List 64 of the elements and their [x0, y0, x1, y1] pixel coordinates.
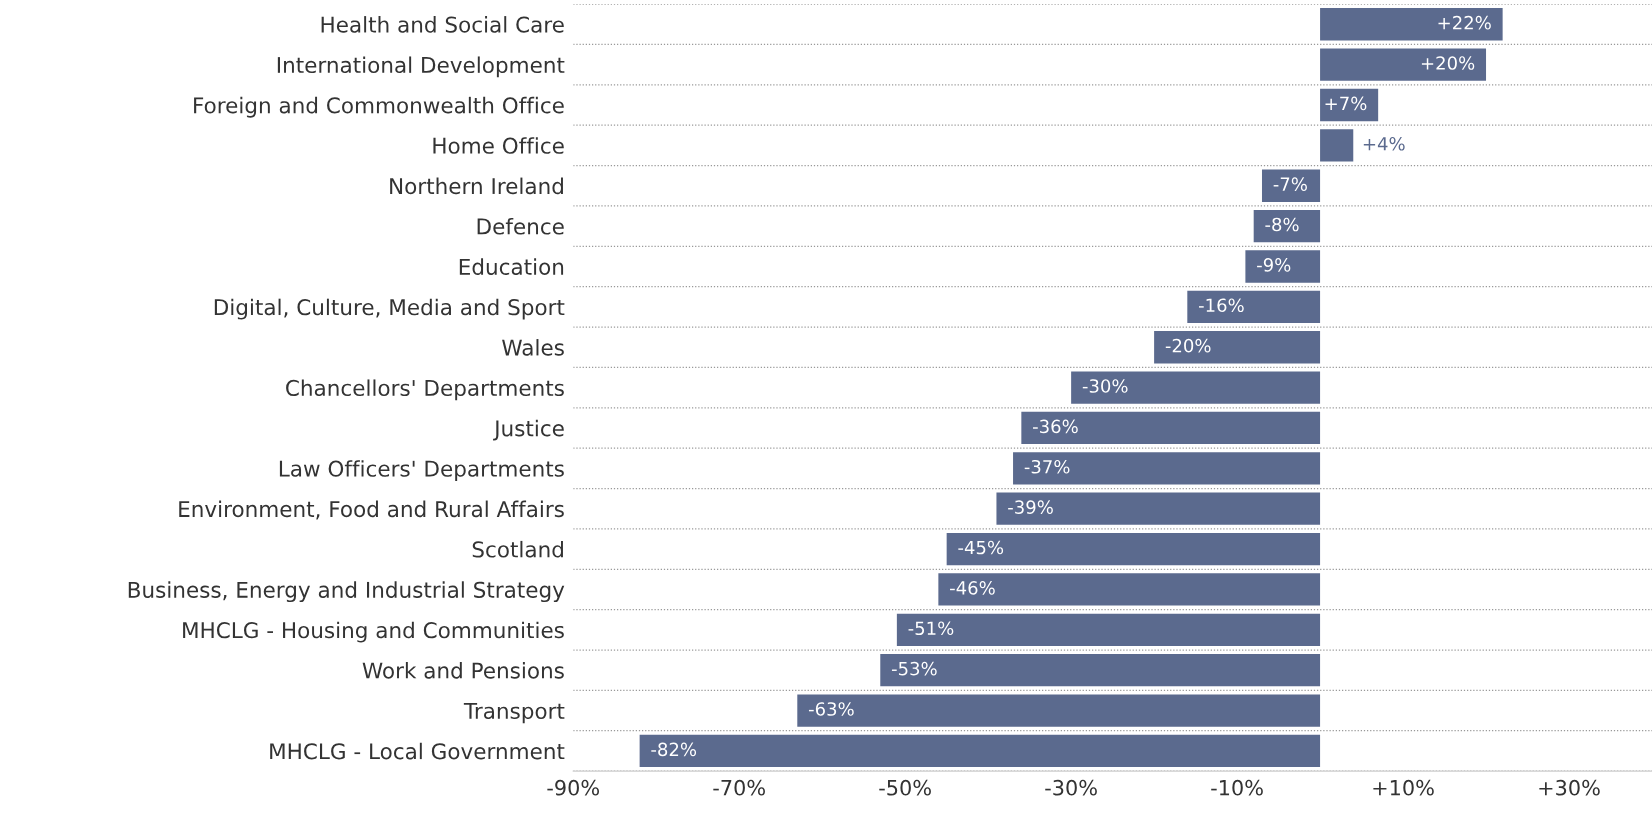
bar [1320, 8, 1503, 41]
y-tick-label: Environment, Food and Rural Affairs [179, 500, 564, 520]
bar [996, 492, 1321, 525]
y-tick-label: MHCLG - Housing and Communities [183, 621, 564, 643]
bar [1071, 371, 1321, 404]
y-tick-label: Transport [463, 703, 565, 724]
bar [1245, 250, 1321, 283]
data-label: +20% [1421, 56, 1475, 70]
y-tick-label: MHCLG - Local Government [270, 742, 565, 760]
bar [1154, 331, 1321, 364]
bar [639, 734, 1321, 768]
y-tick-label: Work and Pensions [362, 662, 564, 679]
y-tick-label: Law Officers' Departments [279, 460, 564, 481]
bar [1021, 411, 1321, 445]
y-tick-label: Education [459, 258, 564, 275]
y-tick-label: Northern Ireland [390, 177, 563, 195]
bar [1013, 452, 1321, 485]
x-tick-label: +30% [1539, 779, 1600, 796]
y-tick-label: Chancellors' Departments [286, 379, 564, 401]
bar [1253, 209, 1321, 243]
data-label: -20% [1165, 338, 1211, 353]
x-tick-label: -30% [1045, 779, 1097, 796]
data-label: -7% [1273, 177, 1307, 191]
data-label: -82% [651, 742, 697, 757]
bar [1261, 169, 1321, 202]
x-tick-label: -90% [547, 779, 600, 796]
bar [896, 613, 1321, 646]
y-tick-label: Scotland [472, 540, 563, 558]
x-tick-label: +10% [1373, 779, 1434, 796]
bar [1320, 129, 1354, 162]
bar [1187, 290, 1321, 324]
y-tick-label: Digital, Culture, Media and Sport [214, 298, 565, 320]
y-tick-label: Health and Social Care [321, 16, 564, 33]
data-label: +22% [1438, 15, 1491, 30]
data-label: -30% [1082, 379, 1128, 393]
data-label: -45% [958, 540, 1004, 555]
data-label: -36% [1033, 419, 1078, 434]
data-label: -51% [908, 621, 954, 636]
data-label: +7% [1325, 96, 1367, 111]
y-tick-label: Justice [493, 419, 564, 441]
y-tick-label: Defence [477, 217, 564, 235]
data-label: -39% [1008, 500, 1053, 514]
y-tick-label: Wales [502, 339, 564, 356]
bar [880, 654, 1321, 687]
y-tick-label: Home Office [433, 137, 564, 154]
data-label: -37% [1024, 459, 1070, 474]
bar [946, 532, 1321, 566]
y-tick-label: International Development [277, 56, 565, 78]
data-label: -16% [1198, 298, 1244, 313]
data-label: -9% [1257, 258, 1291, 272]
bar [1320, 48, 1487, 81]
x-tick-label: -70% [713, 779, 765, 796]
bar [1320, 88, 1379, 122]
y-tick-label: Business, Energy and Industrial Strategy [128, 581, 565, 603]
bar [797, 694, 1321, 727]
x-tick-label: -50% [879, 779, 931, 796]
y-tick-label: Foreign and Commonwealth Office [194, 96, 564, 118]
data-label: -53% [891, 661, 937, 676]
data-label: -8% [1265, 217, 1299, 232]
bar [938, 573, 1321, 606]
data-label: +4% [1363, 136, 1405, 151]
x-tick-label: -10% [1211, 779, 1263, 796]
data-label: -46% [950, 581, 995, 595]
data-label: -63% [808, 702, 854, 716]
